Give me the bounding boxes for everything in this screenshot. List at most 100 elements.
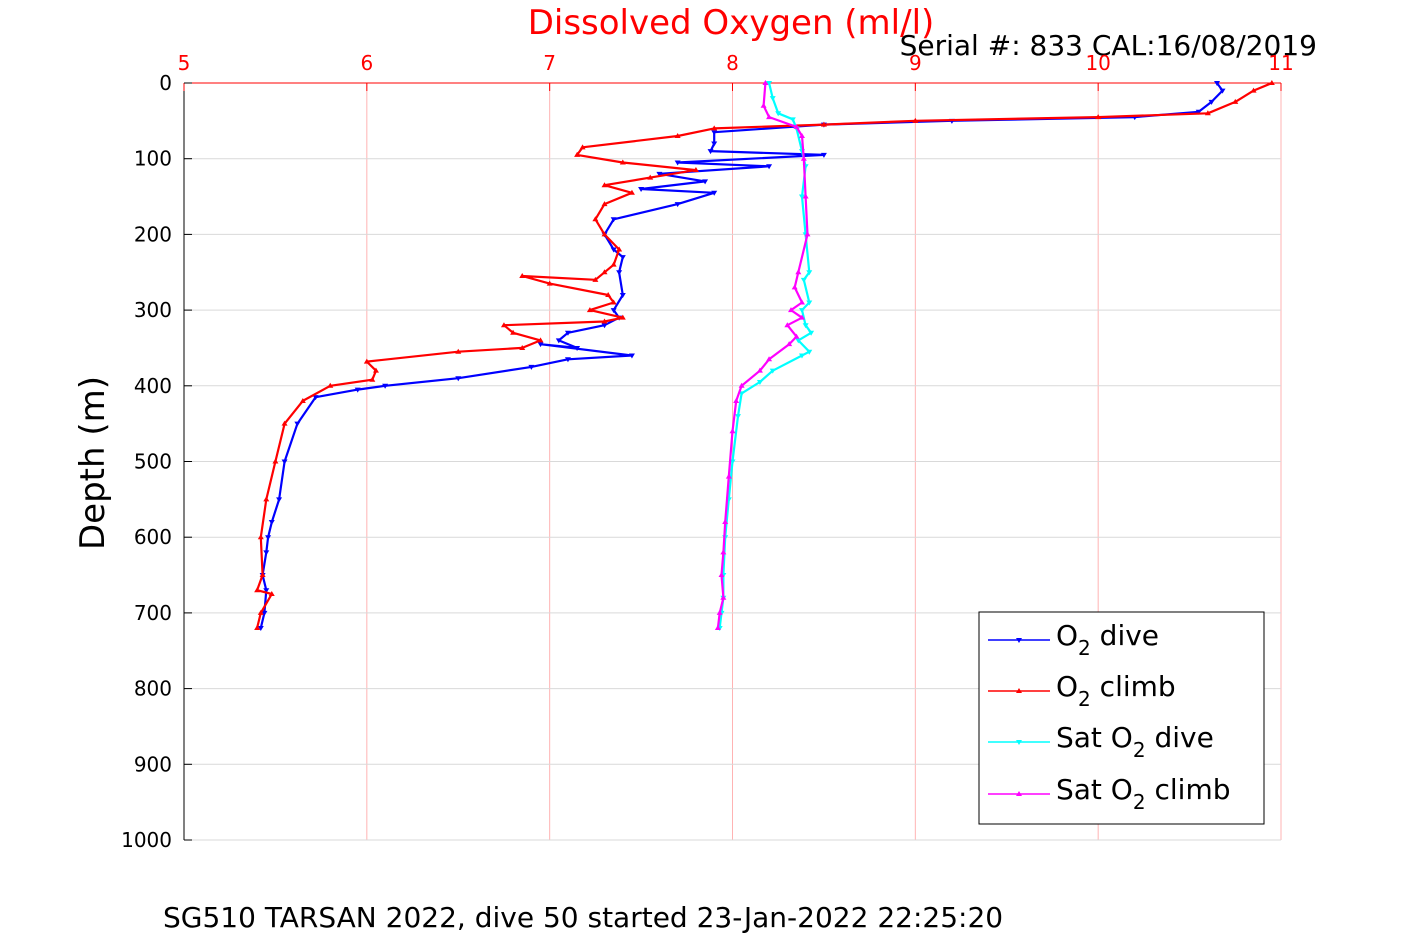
data-point-o2_climb — [257, 609, 264, 615]
data-point-sat_climb — [800, 155, 807, 161]
data-point-o2_dive — [574, 345, 581, 351]
data-point-sat_climb — [725, 473, 732, 479]
x-tick-label: 11 — [1268, 51, 1293, 75]
data-point-sat_climb — [760, 102, 767, 108]
data-point-sat_dive — [734, 414, 741, 420]
data-point-o2_climb — [610, 299, 617, 305]
data-point-o2_climb — [519, 273, 526, 279]
data-point-o2_climb — [254, 625, 261, 631]
y-tick-label: 1000 — [121, 828, 172, 852]
y-tick-label: 300 — [134, 298, 172, 322]
data-point-o2_climb — [592, 216, 599, 222]
data-point-sat_climb — [762, 80, 769, 85]
data-point-sat_dive — [802, 323, 809, 329]
data-point-o2_climb — [579, 144, 586, 150]
data-point-o2_climb — [616, 246, 623, 252]
legend-marker-o2-climb — [1016, 688, 1022, 693]
data-point-sat_climb — [738, 382, 745, 388]
data-point-o2_climb — [674, 132, 681, 138]
axes: 5 6 7 8 9 10 11 0 100 200 300 400 500 600 700 800 900 100… — [121, 51, 1294, 852]
data-point-o2_climb — [257, 534, 264, 540]
data-point-o2_climb — [1268, 80, 1275, 85]
data-point-o2_dive — [312, 395, 319, 401]
data-point-o2_climb — [546, 280, 553, 286]
data-point-o2_dive — [382, 383, 389, 389]
data-point-o2_climb — [574, 151, 581, 157]
data-point-o2_climb — [500, 322, 507, 328]
data-point-o2_dive — [656, 171, 663, 177]
data-point-o2_dive — [1219, 88, 1226, 94]
data-point-o2_climb — [369, 376, 376, 382]
data-point-o2_climb — [263, 496, 270, 502]
data-point-o2_climb — [586, 307, 593, 313]
data-point-o2_climb — [619, 314, 626, 320]
data-point-sat_climb — [795, 269, 802, 275]
data-point-o2_climb — [268, 590, 275, 596]
data-point-o2_dive — [628, 353, 635, 359]
data-point-sat_dive — [789, 117, 796, 123]
data-point-o2_climb — [610, 261, 617, 267]
data-point-o2_dive — [555, 338, 562, 344]
data-point-o2_climb — [537, 337, 544, 343]
data-point-o2_dive — [610, 217, 617, 223]
data-point-o2_climb — [1232, 98, 1239, 104]
data-point-o2_dive — [601, 323, 608, 329]
data-point-sat_climb — [766, 356, 773, 362]
data-point-sat_climb — [766, 114, 773, 120]
chart-title: Dissolved Oxygen (ml/l) — [528, 3, 935, 43]
x-tick-label: 9 — [909, 51, 922, 75]
data-point-o2_climb — [455, 348, 462, 354]
data-point-o2_dive — [261, 610, 268, 616]
data-point-o2_dive — [610, 308, 617, 314]
legend-entry-o2-climb: O2 climb — [988, 670, 1176, 711]
data-point-o2_climb — [711, 125, 718, 131]
data-point-sat_climb — [720, 594, 727, 600]
data-point-o2_dive — [820, 152, 827, 158]
data-point-sat_climb — [798, 132, 805, 138]
data-point-sat_climb — [756, 367, 763, 373]
data-point-sat_climb — [804, 231, 811, 237]
data-point-o2_dive — [702, 179, 709, 185]
legend-entry-o2-dive: O2 dive — [988, 619, 1159, 660]
data-point-o2_climb — [363, 358, 370, 364]
legend-marker-sat-o2-climb — [1016, 791, 1022, 796]
y-tick-label: 700 — [134, 601, 172, 625]
data-point-o2_dive — [281, 459, 288, 465]
data-point-o2_climb — [601, 182, 608, 188]
data-point-o2_climb — [912, 117, 919, 123]
data-point-sat_dive — [806, 349, 813, 355]
legend-label-sat-o2-dive: Sat O2 dive — [1056, 721, 1214, 762]
data-point-o2_dive — [674, 160, 681, 166]
data-point-sat_climb — [798, 314, 805, 320]
data-point-o2_dive — [619, 292, 626, 298]
data-point-sat_dive — [795, 338, 802, 344]
data-point-sat_dive — [756, 380, 763, 386]
data-point-sat_dive — [775, 111, 782, 117]
data-point-o2_dive — [610, 247, 617, 253]
data-point-sat_climb — [729, 428, 736, 434]
series-o2_dive — [257, 81, 1226, 632]
data-point-o2_climb — [601, 269, 608, 275]
data-point-o2_climb — [601, 231, 608, 237]
data-point-o2_climb — [299, 397, 306, 403]
data-point-o2_dive — [268, 520, 275, 526]
x-tick-label: 6 — [360, 51, 373, 75]
data-point-o2_dive — [537, 342, 544, 348]
data-point-sat_climb — [718, 572, 725, 578]
data-point-o2_climb — [1095, 114, 1102, 120]
data-point-o2_dive — [263, 550, 270, 556]
y-tick-label: 800 — [134, 677, 172, 701]
data-point-o2_dive — [276, 497, 283, 503]
legend-label-sat-o2-climb: Sat O2 climb — [1056, 773, 1231, 814]
data-point-sat_dive — [766, 81, 773, 86]
data-point-o2_dive — [619, 255, 626, 261]
chart-footer: SG510 TARSAN 2022, dive 50 started 23-Ja… — [163, 901, 1003, 934]
data-point-o2_climb — [281, 420, 288, 426]
legend-box — [978, 611, 1265, 825]
data-point-sat_climb — [716, 609, 723, 615]
y-tick-label: 600 — [134, 525, 172, 549]
data-point-sat_climb — [798, 299, 805, 305]
y-tick-label: 900 — [134, 752, 172, 776]
data-point-sat_dive — [808, 330, 815, 336]
